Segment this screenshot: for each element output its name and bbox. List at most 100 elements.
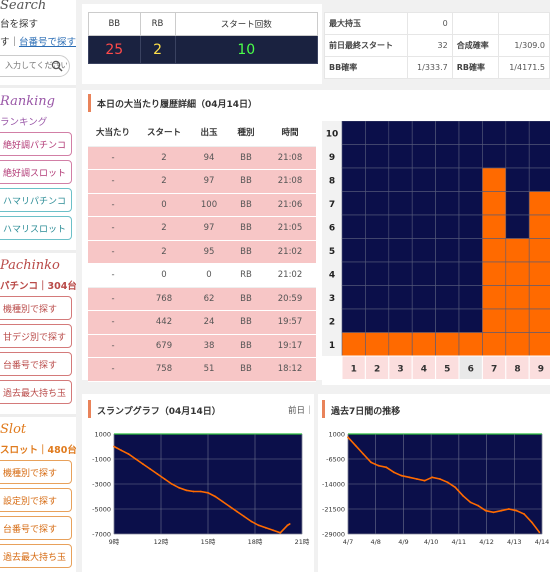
slot-button[interactable]: 機種別で探す xyxy=(0,460,72,484)
grid-x-label: 2 xyxy=(374,364,380,374)
grid-cell xyxy=(505,214,530,239)
grid-y-label-cell xyxy=(322,238,342,262)
data-point xyxy=(477,504,480,507)
grid-cell xyxy=(365,191,390,216)
start-header: スタート回数 xyxy=(174,12,318,36)
slot-button[interactable]: 設定別で探す xyxy=(0,488,72,512)
history-row: -679 38 BB 19:17 xyxy=(88,334,316,358)
grid-cell xyxy=(341,191,366,216)
grid-cell xyxy=(341,285,366,310)
history-body: -2 94 BB 21:08-2 97 BB 21:08-0 100 BB 21:06-2 97 BB… xyxy=(88,146,316,382)
data-point xyxy=(416,478,418,480)
grid-cell xyxy=(528,167,550,192)
pachinko-button[interactable]: 甘デジ別で探す xyxy=(0,324,72,348)
history-cell-n: - xyxy=(88,146,138,170)
search-input[interactable] xyxy=(5,61,67,70)
grid-cell xyxy=(482,332,507,357)
ranking-button[interactable]: 絶好調スロット xyxy=(0,160,72,184)
grid-cell xyxy=(411,121,436,145)
start-count: 10 xyxy=(174,35,318,64)
data-point xyxy=(523,513,525,515)
pachinko-button[interactable]: 機種別で探す xyxy=(0,296,72,320)
history-row: -0 0 RB 21:02 xyxy=(88,263,316,288)
data-point xyxy=(257,524,260,527)
data-point xyxy=(272,529,274,532)
bonus-bar-grid: 10 9 8 7 6 5 4 3 2 1 1 2 3 4 5 6 7 8 9 xyxy=(322,121,550,385)
data-point xyxy=(507,508,510,510)
ranking-button[interactable]: ハマリパチンコ xyxy=(0,188,72,212)
y-tick-label: -3000 xyxy=(92,481,111,489)
grid-y-label-cell xyxy=(322,309,342,333)
grid-cell xyxy=(411,191,436,216)
history-cell-out: 97 xyxy=(190,216,228,241)
ranking-button[interactable]: 絶好調パチンコ xyxy=(0,132,72,156)
x-tick-label: 4/8 xyxy=(370,538,380,546)
data-point xyxy=(142,463,144,465)
history-cell-type: RB xyxy=(228,263,264,288)
data-point xyxy=(185,489,188,492)
grid-cell xyxy=(388,167,413,192)
history-cell-start: 0 xyxy=(138,193,190,217)
history-cell-type: BB xyxy=(228,357,264,382)
grid-y-label: 6 xyxy=(329,223,335,233)
history-cell-n: - xyxy=(88,169,138,194)
history-cell-type: BB xyxy=(228,193,264,217)
pachinko-button[interactable]: 台番号で探す xyxy=(0,352,72,376)
data-point xyxy=(347,436,349,439)
history-cell-time: 21:05 xyxy=(264,216,316,241)
history-cell-start: 2 xyxy=(138,216,190,241)
history-cell-type: BB xyxy=(228,240,264,264)
data-point xyxy=(400,474,403,477)
grid-cell xyxy=(458,121,483,145)
slot-button[interactable]: 過去最大持ち玉 xyxy=(0,544,72,568)
grid-cell xyxy=(505,285,530,310)
ranking-button[interactable]: ハマリスロット xyxy=(0,216,72,240)
search-icon[interactable] xyxy=(51,60,63,72)
data-point xyxy=(484,509,487,512)
grid-cell xyxy=(505,332,530,357)
pachinko-button[interactable]: 過去最大持ち玉 xyxy=(0,380,72,404)
history-cell-time: 21:08 xyxy=(264,146,316,170)
grid-x-label: 7 xyxy=(491,364,497,374)
stat-label: 前日最終スタート xyxy=(324,34,408,57)
previous-day-link[interactable]: 前日｜ xyxy=(288,406,314,416)
data-point xyxy=(221,500,224,503)
grid-cell xyxy=(505,238,530,263)
history-title: 本日の大当たり履歴詳細（04月14日） xyxy=(97,100,258,110)
history-cell-n: - xyxy=(88,193,138,217)
grid-cell xyxy=(482,285,507,310)
grid-x-label-cell xyxy=(528,355,550,380)
stat-value: 1/4171.5 xyxy=(498,56,550,79)
history-cell-time: 21:02 xyxy=(264,263,316,288)
grid-cell xyxy=(411,332,436,357)
search-by-number-link[interactable]: 台番号で探す xyxy=(19,37,76,48)
grid-cell xyxy=(458,238,483,263)
y-tick-label: 1000 xyxy=(94,431,111,439)
stat-label: 合成確率 xyxy=(451,34,500,57)
y-tick-label: 1000 xyxy=(328,431,345,439)
grid-cell xyxy=(365,238,390,263)
slot-button[interactable]: 台番号で探す xyxy=(0,516,72,540)
grid-cell xyxy=(458,167,483,192)
data-point xyxy=(469,501,472,504)
data-point xyxy=(264,526,267,529)
grid-y-label: 7 xyxy=(329,200,335,210)
grid-y-label: 8 xyxy=(329,176,335,186)
grid-cell xyxy=(411,308,436,333)
stat-value xyxy=(498,12,550,35)
grid-y-label: 1 xyxy=(329,341,335,351)
data-point xyxy=(538,531,541,534)
data-point xyxy=(243,515,246,518)
grid-cell xyxy=(528,285,550,310)
grid-y-label-cell xyxy=(322,144,342,168)
grid-cell xyxy=(482,191,507,216)
data-point xyxy=(214,495,217,498)
grid-cell xyxy=(482,121,507,145)
grid-cell xyxy=(435,214,460,239)
grid-cell xyxy=(458,144,483,169)
grid-y-label: 4 xyxy=(329,270,335,280)
data-point xyxy=(134,458,137,460)
col-type: 種別 xyxy=(228,119,264,147)
slot-title: Slot xyxy=(0,422,27,437)
data-point xyxy=(377,464,380,467)
